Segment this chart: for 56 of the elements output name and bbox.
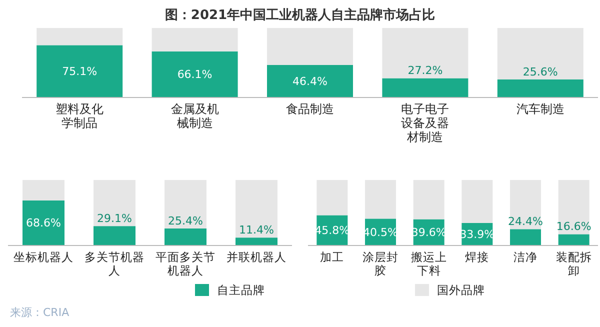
bar bbox=[22, 200, 64, 245]
bar bbox=[94, 226, 136, 245]
bar bbox=[94, 180, 136, 226]
bar bbox=[497, 28, 584, 80]
data-label: 46.4% bbox=[292, 74, 328, 88]
bar bbox=[267, 64, 353, 97]
bar bbox=[365, 180, 396, 219]
x-tick-label: 洁净 bbox=[514, 250, 538, 264]
data-label: 24.4% bbox=[508, 215, 543, 228]
bar bbox=[510, 229, 541, 245]
bar bbox=[316, 180, 348, 216]
bar bbox=[413, 180, 444, 220]
bar bbox=[510, 180, 541, 230]
x-tick-label: 多关节机器人 bbox=[84, 250, 144, 278]
x-tick-label: 搬运上下料 bbox=[410, 250, 447, 278]
bar bbox=[36, 28, 123, 46]
data-label: 66.1% bbox=[177, 68, 212, 82]
bar bbox=[558, 234, 590, 245]
bar bbox=[236, 238, 278, 245]
bar bbox=[382, 28, 468, 78]
bar bbox=[497, 79, 584, 97]
bar bbox=[152, 51, 238, 97]
x-tick-label: 汽车制造 bbox=[516, 102, 564, 116]
bar bbox=[382, 78, 468, 97]
bar bbox=[236, 180, 278, 238]
data-label: 29.1% bbox=[97, 212, 132, 226]
data-label: 25.4% bbox=[168, 214, 203, 228]
bar bbox=[36, 45, 123, 97]
x-tick-label: 金属及机械制造 bbox=[170, 102, 219, 130]
bar bbox=[267, 28, 353, 65]
bar bbox=[152, 28, 238, 52]
legend-label: 国外品牌 bbox=[437, 283, 485, 297]
data-label: 27.2% bbox=[408, 64, 443, 78]
data-label: 16.6% bbox=[556, 220, 592, 234]
x-tick-label: 食品制造 bbox=[286, 102, 334, 116]
bar bbox=[462, 180, 493, 223]
x-tick-label: 电子电子设备及器材制造 bbox=[401, 102, 450, 144]
x-tick-label: 塑料及化学制品 bbox=[56, 102, 104, 130]
x-tick-label: 装配拆卸 bbox=[556, 250, 592, 278]
x-tick-label: 平面多关节机器人 bbox=[156, 250, 216, 278]
x-tick-label: 焊接 bbox=[465, 250, 490, 264]
x-tick-label: 涂层封胶 bbox=[362, 250, 398, 278]
data-label: 75.1% bbox=[62, 65, 98, 78]
bar bbox=[558, 180, 590, 234]
data-label: 68.6% bbox=[26, 216, 61, 230]
data-label: 11.4% bbox=[239, 224, 274, 237]
source-note: 来源：CRIA bbox=[10, 306, 70, 319]
x-tick-label: 并联机器人 bbox=[226, 250, 286, 264]
bar bbox=[164, 228, 206, 245]
x-tick-label: 加工 bbox=[320, 250, 344, 264]
data-label: 25.6% bbox=[522, 65, 558, 78]
legend-label: 自主品牌 bbox=[217, 283, 265, 297]
chart-title: 图：2021年中国工业机器人自主品牌市场占比 bbox=[164, 7, 436, 23]
x-tick-label: 坐标机器人 bbox=[14, 250, 74, 264]
bar bbox=[22, 180, 64, 200]
bar bbox=[164, 180, 206, 228]
